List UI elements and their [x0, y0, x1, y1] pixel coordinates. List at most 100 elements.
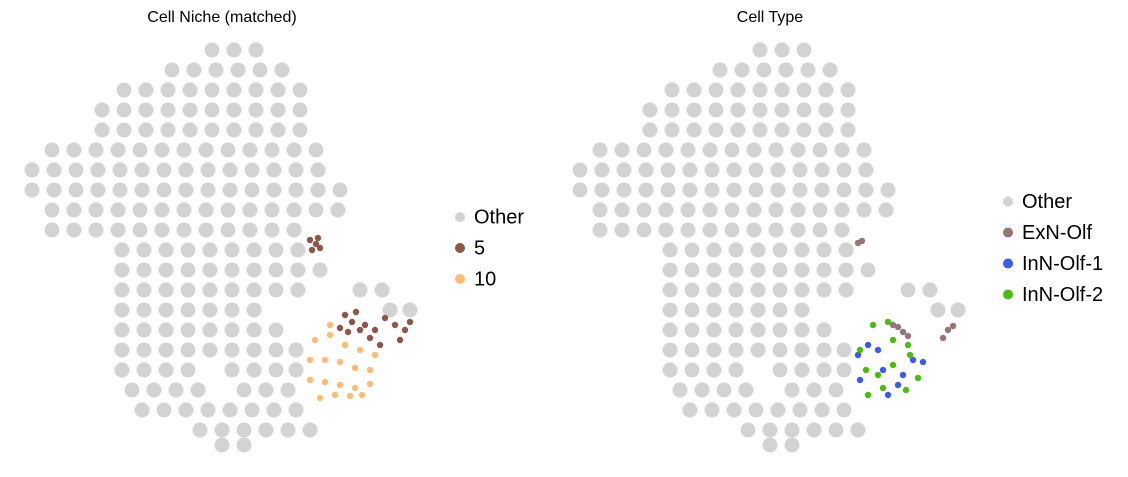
point	[306, 236, 314, 244]
point	[806, 422, 822, 438]
point	[200, 402, 216, 418]
point	[902, 386, 910, 394]
point	[746, 202, 762, 218]
point	[616, 182, 632, 198]
point	[46, 162, 62, 178]
point	[772, 262, 788, 278]
point	[768, 222, 784, 238]
series	[856, 318, 922, 399]
point	[252, 62, 268, 78]
point	[726, 162, 742, 178]
point	[356, 326, 364, 334]
point	[794, 322, 810, 338]
point	[220, 202, 236, 218]
point	[204, 122, 220, 138]
point	[352, 282, 368, 298]
point	[286, 142, 302, 158]
point	[351, 384, 359, 392]
point	[264, 142, 280, 158]
point	[90, 162, 106, 178]
point	[726, 182, 742, 198]
point	[202, 302, 218, 318]
point	[182, 82, 198, 98]
point	[774, 102, 790, 118]
point	[889, 321, 897, 329]
point	[794, 282, 810, 298]
point	[702, 222, 718, 238]
point	[900, 282, 916, 298]
point	[664, 102, 680, 118]
point	[146, 382, 162, 398]
point	[909, 356, 917, 364]
point	[110, 222, 126, 238]
point	[658, 142, 674, 158]
point	[856, 376, 864, 384]
point	[204, 82, 220, 98]
point	[246, 302, 262, 318]
point	[706, 322, 722, 338]
point	[772, 362, 788, 378]
point	[176, 202, 192, 218]
point	[246, 262, 262, 278]
panel: Cell Type Other ExN-Olf InN-Olf-1 InN-Olf-2	[572, 9, 1103, 453]
point	[752, 122, 768, 138]
point	[728, 302, 744, 318]
point	[658, 222, 674, 238]
point	[930, 302, 946, 318]
point	[806, 382, 822, 398]
point	[816, 282, 832, 298]
point	[214, 437, 230, 453]
point	[371, 351, 379, 359]
point	[592, 202, 608, 218]
point	[840, 102, 856, 118]
point	[344, 328, 352, 336]
point	[794, 362, 810, 378]
point	[682, 402, 698, 418]
point	[88, 222, 104, 238]
point	[836, 342, 852, 358]
legend-label: Other	[1022, 191, 1072, 213]
point	[114, 322, 130, 338]
point	[224, 242, 240, 258]
point	[321, 356, 329, 364]
point	[796, 42, 812, 58]
point	[792, 182, 808, 198]
point	[292, 82, 308, 98]
point	[750, 242, 766, 258]
point	[822, 62, 838, 78]
point	[136, 242, 152, 258]
point	[686, 102, 702, 118]
point	[738, 382, 754, 398]
point	[156, 182, 172, 198]
point	[134, 162, 150, 178]
point	[308, 202, 324, 218]
point	[154, 222, 170, 238]
point	[796, 102, 812, 118]
point	[660, 182, 676, 198]
point	[292, 102, 308, 118]
point	[638, 182, 654, 198]
point	[94, 122, 110, 138]
legend-marker	[1003, 227, 1013, 238]
point	[132, 222, 148, 238]
point	[860, 262, 876, 278]
point	[702, 142, 718, 158]
point	[816, 322, 832, 338]
point	[879, 366, 887, 374]
point	[884, 318, 892, 326]
point	[642, 122, 658, 138]
point	[812, 222, 828, 238]
point	[90, 182, 106, 198]
point	[116, 102, 132, 118]
point	[374, 282, 390, 298]
point	[869, 321, 877, 329]
point	[116, 122, 132, 138]
series	[306, 321, 379, 402]
point	[341, 341, 349, 349]
point	[132, 142, 148, 158]
point	[156, 162, 172, 178]
point	[904, 341, 912, 349]
point	[112, 162, 128, 178]
point	[684, 362, 700, 378]
